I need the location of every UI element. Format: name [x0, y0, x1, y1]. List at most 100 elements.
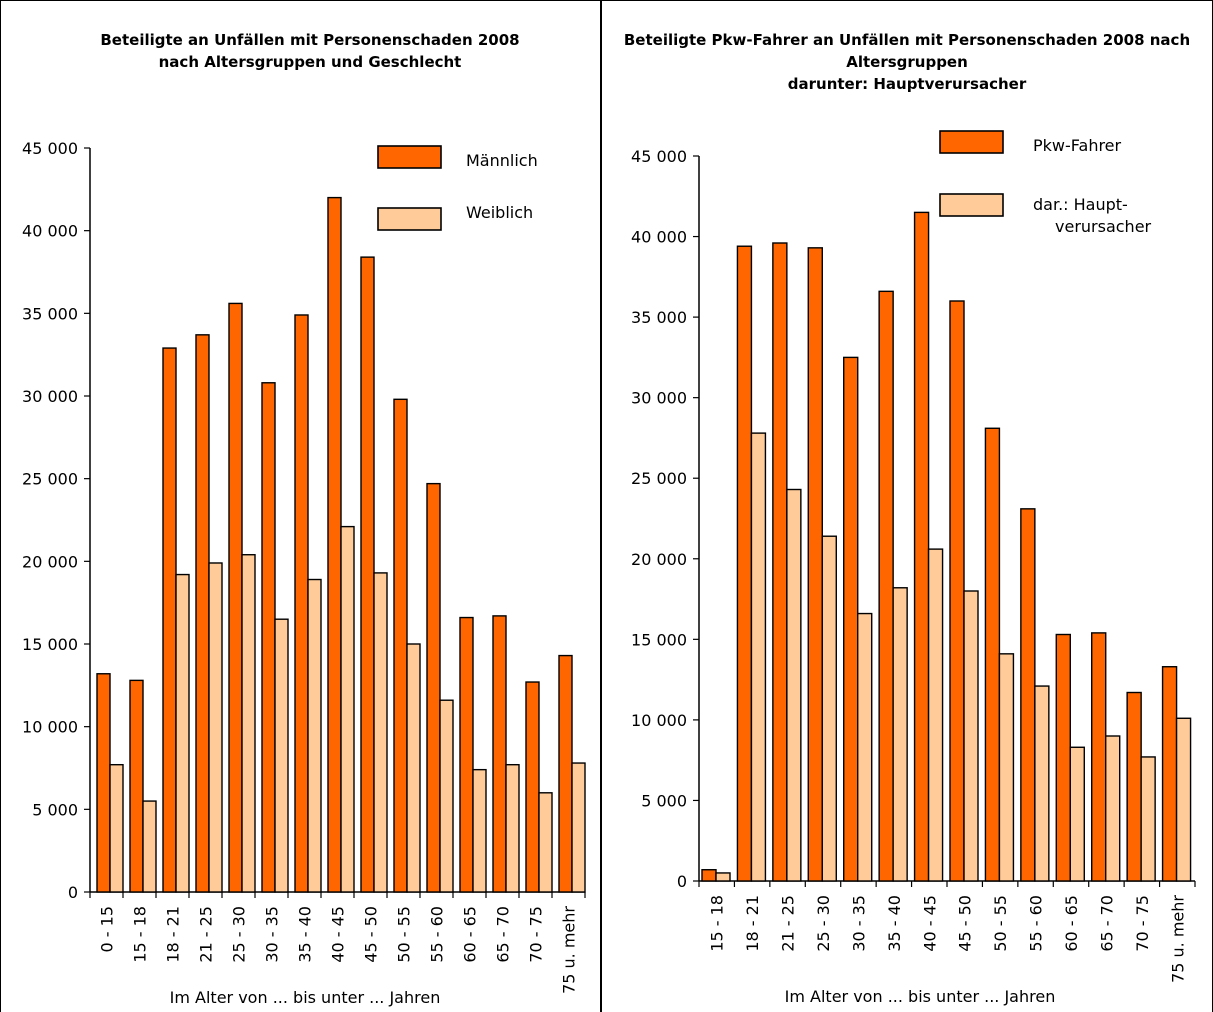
bar-series-2 [406, 643, 421, 893]
bar-series-1 [294, 314, 309, 893]
x-tick-label: 65 - 70 [494, 906, 513, 963]
bar-series-2 [208, 562, 223, 893]
y-tick-label: 35 000 [631, 308, 687, 327]
bar-series-2 [963, 590, 979, 882]
chart-title-line: darunter: Hauptverursacher [787, 75, 1027, 93]
bar-series-2 [142, 800, 157, 893]
x-tick-label: 65 - 70 [1097, 895, 1116, 952]
bar-series-2 [786, 488, 802, 882]
legend-label: verursacher [1055, 217, 1152, 236]
bar-series-1 [736, 245, 753, 882]
bar-series-2 [373, 572, 388, 893]
x-tick-label: 40 - 45 [920, 895, 939, 952]
legend-swatch [377, 207, 442, 231]
y-tick-label: 10 000 [631, 711, 687, 730]
bar-series-1 [558, 654, 573, 893]
x-axis-label: Im Alter von ... bis unter ... Jahren [785, 987, 1056, 1006]
x-tick-label: 21 - 25 [197, 906, 216, 963]
x-tick-label: 75 u. mehr [1168, 895, 1187, 983]
bar-series-1 [195, 334, 210, 893]
bar-series-1 [1020, 508, 1036, 882]
bar-series-2 [109, 763, 124, 893]
panel-divider [600, 0, 602, 1012]
bar-series-2 [439, 699, 454, 893]
bar-series-1 [949, 300, 965, 882]
bar-series-1 [228, 302, 243, 893]
x-tick-label: 45 - 50 [362, 906, 381, 963]
x-tick-label: 70 - 75 [1133, 895, 1152, 952]
bar-series-2 [750, 432, 767, 882]
bar-series-2 [1069, 746, 1085, 882]
bar-series-1 [129, 679, 144, 893]
bar-series-2 [1105, 735, 1121, 882]
x-tick-label: 75 u. mehr [560, 906, 579, 994]
bar-series-2 [505, 763, 520, 893]
bar-series-2 [715, 872, 731, 882]
x-tick-label: 55 - 60 [428, 906, 447, 963]
x-tick-label: 50 - 55 [991, 895, 1010, 952]
bar-series-1 [1091, 632, 1107, 882]
bar-series-1 [913, 211, 930, 882]
x-tick-label: 55 - 60 [1027, 895, 1046, 952]
legend-label: dar.: Haupt- [1033, 195, 1128, 214]
x-tick-label: 60 - 65 [1062, 895, 1081, 952]
bar-series-2 [571, 762, 586, 893]
bar-series-1 [878, 290, 894, 882]
bar-series-1 [327, 196, 342, 893]
x-tick-label: 18 - 21 [164, 906, 183, 963]
chart-title-line: Altersgruppen [846, 53, 968, 71]
x-tick-label: 60 - 65 [461, 906, 480, 963]
y-tick-label: 5 000 [32, 800, 78, 819]
bar-series-2 [1175, 717, 1192, 882]
bar-series-1 [162, 347, 177, 893]
x-tick-label: 21 - 25 [779, 895, 798, 952]
chart-title-line: Beteiligte Pkw-Fahrer an Unfällen mit Pe… [623, 31, 1191, 49]
bar-series-2 [1140, 756, 1156, 882]
x-tick-label: 40 - 45 [329, 906, 348, 963]
x-tick-label: 35 - 40 [885, 895, 904, 952]
legend-label: Pkw-Fahrer [1033, 136, 1122, 155]
y-tick-label: 0 [677, 872, 687, 891]
y-tick-label: 25 000 [22, 470, 78, 489]
x-tick-label: 25 - 30 [230, 906, 249, 963]
x-tick-label: 15 - 18 [131, 906, 150, 963]
bar-series-1 [492, 615, 507, 893]
y-tick-label: 30 000 [22, 387, 78, 406]
legend-label: Weiblich [466, 203, 533, 222]
bar-series-1 [807, 247, 823, 882]
bar-series-2 [472, 768, 487, 893]
bar-series-1 [261, 382, 276, 893]
y-tick-label: 0 [68, 883, 78, 902]
x-tick-label: 18 - 21 [743, 895, 762, 952]
bar-series-1 [1126, 691, 1142, 882]
bar-series-1 [984, 427, 1001, 882]
bar-series-2 [307, 578, 322, 893]
bar-series-2 [340, 525, 355, 893]
legend-swatch [377, 145, 442, 169]
y-tick-label: 20 000 [22, 552, 78, 571]
y-tick-label: 15 000 [22, 635, 78, 654]
legend-swatch [939, 130, 1004, 154]
x-tick-label: 30 - 35 [849, 895, 868, 952]
bar-series-1 [1055, 633, 1071, 882]
chart-title-line: nach Altersgruppen und Geschlecht [158, 53, 462, 71]
bar-chart-gender: 0 5 000 10 000 15 000 20 000 25 000 30 000 35 0… [22, 139, 586, 1007]
bar-series-2 [241, 554, 256, 893]
bar-series-2 [274, 618, 289, 893]
x-axis-label: Im Alter von ... bis unter ... Jahren [170, 988, 441, 1007]
y-tick-label: 25 000 [631, 469, 687, 488]
y-tick-label: 30 000 [631, 389, 687, 408]
bar-series-1 [426, 482, 441, 893]
bar-series-2 [927, 548, 944, 882]
bar-series-1 [525, 681, 540, 893]
y-tick-label: 45 000 [631, 147, 687, 166]
y-tick-label: 35 000 [22, 304, 78, 323]
x-tick-label: 15 - 18 [708, 895, 727, 952]
bar-series-1 [393, 398, 408, 893]
bar-series-2 [892, 587, 908, 882]
x-tick-label: 0 - 15 [98, 906, 117, 952]
legend-swatch [939, 193, 1004, 217]
x-tick-label: 25 - 30 [814, 895, 833, 952]
bar-series-2 [175, 573, 190, 893]
bar-series-2 [998, 653, 1015, 882]
